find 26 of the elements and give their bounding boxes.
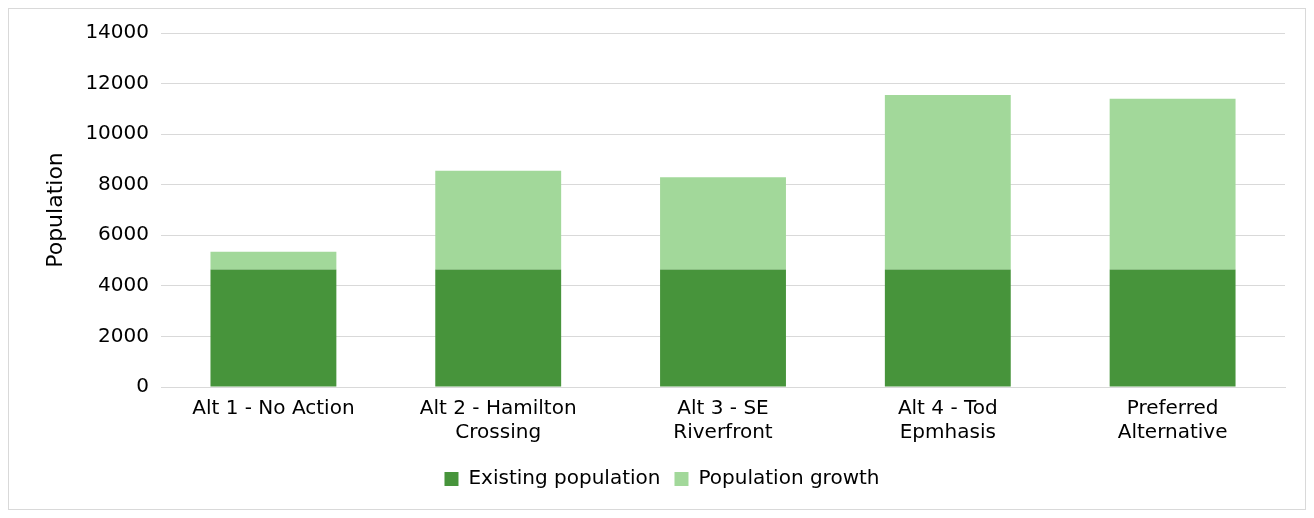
x-tick-label: Alt 3 - SE Riverfront (673, 395, 773, 444)
y-tick-label: 6000 (98, 221, 150, 246)
legend-label: Existing population (468, 465, 661, 490)
y-tick-label: 12000 (85, 69, 150, 94)
x-tick-label: Alt 2 - Hamilton Crossing (419, 395, 577, 444)
bar (660, 269, 786, 387)
bar (660, 177, 786, 270)
bar (210, 251, 337, 270)
y-axis-title: Population (41, 152, 67, 268)
bar (884, 269, 1011, 387)
y-tick-label: 0 (136, 373, 150, 398)
bar (1109, 98, 1236, 270)
x-tick-label: Alt 1 - No Action (192, 395, 355, 420)
bar (435, 170, 562, 270)
y-tick-label: 14000 (85, 19, 150, 44)
y-tick-label: 4000 (98, 272, 150, 297)
legend-label: Population growth (698, 465, 880, 490)
y-tick-label: 10000 (85, 120, 150, 145)
bar (435, 269, 562, 387)
x-tick-label: Alt 4 - Tod Epmhasis (897, 395, 998, 444)
bar (884, 94, 1011, 270)
y-tick-label: 8000 (98, 170, 150, 195)
x-tick-label: Preferred Alternative (1117, 395, 1228, 444)
bar (210, 269, 337, 387)
y-tick-label: 2000 (98, 322, 150, 347)
bar (1109, 269, 1236, 387)
